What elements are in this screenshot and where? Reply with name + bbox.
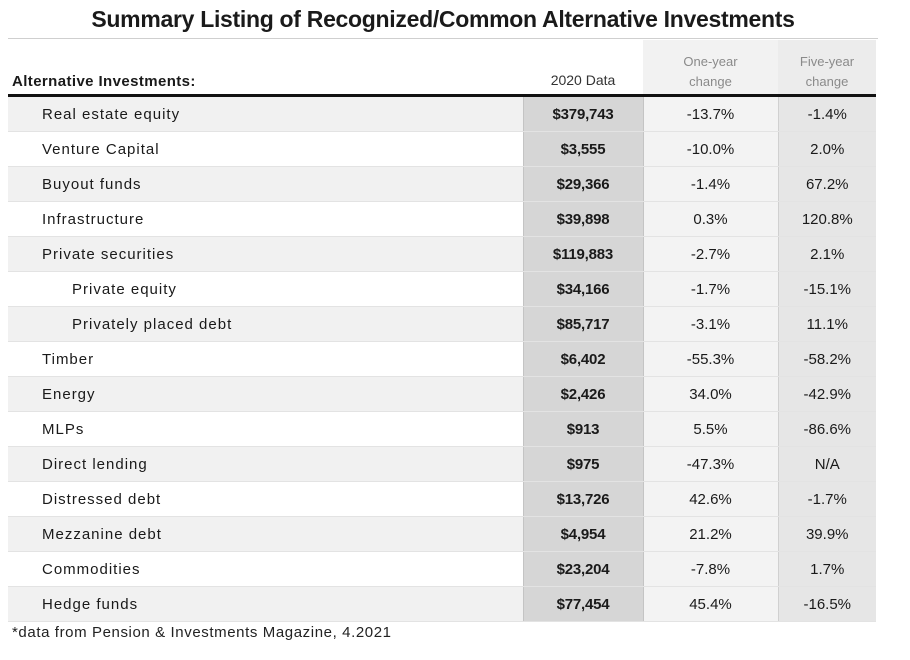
table-row: Mezzanine debt $4,954 21.2% 39.9% <box>8 516 876 552</box>
investment-name-cell: Timber <box>8 341 523 377</box>
five-year-change-cell: -1.4% <box>778 95 876 132</box>
one-year-change-cell: -55.3% <box>643 341 779 377</box>
header-one-year-line2: change <box>689 74 732 89</box>
five-year-change-cell: -16.5% <box>778 586 876 622</box>
five-year-change-cell: 39.9% <box>778 516 876 552</box>
header-row: Alternative Investments: 2020 Data One-y… <box>8 40 876 97</box>
investment-name-cell: Distressed debt <box>8 481 523 517</box>
investment-name-cell: Real estate equity <box>8 95 523 132</box>
five-year-change-cell: N/A <box>778 446 876 482</box>
investment-name-cell: Hedge funds <box>8 586 523 622</box>
investment-name-cell: Private equity <box>8 271 523 307</box>
investment-name-cell: Infrastructure <box>8 201 523 237</box>
table-row: Distressed debt $13,726 42.6% -1.7% <box>8 481 876 517</box>
value-2020-cell: $119,883 <box>522 236 644 272</box>
five-year-change-cell: 1.7% <box>778 551 876 587</box>
table-row: Hedge funds $77,454 45.4% -16.5% <box>8 586 876 622</box>
one-year-change-cell: 45.4% <box>643 586 779 622</box>
header-five-year-line2: change <box>805 74 849 89</box>
five-year-change-cell: 2.0% <box>778 131 876 167</box>
one-year-change-cell: 5.5% <box>643 411 779 447</box>
table-row: Direct lending $975 -47.3% N/A <box>8 446 876 482</box>
table-row: MLPs $913 5.5% -86.6% <box>8 411 876 447</box>
table-row: Infrastructure $39,898 0.3% 120.8% <box>8 201 876 237</box>
table-row: Buyout funds $29,366 -1.4% 67.2% <box>8 166 876 202</box>
table-title: Summary Listing of Recognized/Common Alt… <box>91 6 795 32</box>
one-year-change-cell: 0.3% <box>643 201 779 237</box>
five-year-change-cell: -86.6% <box>778 411 876 447</box>
one-year-change-cell: -47.3% <box>643 446 779 482</box>
investment-name-cell: Commodities <box>8 551 523 587</box>
table-body: Real estate equity $379,743 -13.7% -1.4% Ven… <box>8 95 876 622</box>
value-2020-cell: $23,204 <box>522 551 644 587</box>
one-year-change-cell: -13.7% <box>643 95 779 132</box>
header-one-year-line1: One-year <box>683 54 738 69</box>
one-year-change-cell: 42.6% <box>643 481 779 517</box>
one-year-change-cell: -10.0% <box>643 131 779 167</box>
investments-table: Alternative Investments: 2020 Data One-y… <box>8 40 876 622</box>
table-row: Commodities $23,204 -7.8% 1.7% <box>8 551 876 587</box>
investment-name-cell: Buyout funds <box>8 166 523 202</box>
five-year-change-cell: -42.9% <box>778 376 876 412</box>
five-year-change-cell: -15.1% <box>778 271 876 307</box>
investment-name-cell: Private securities <box>8 236 523 272</box>
header-five-year-change: Five-year change <box>778 40 876 97</box>
value-2020-cell: $6,402 <box>522 341 644 377</box>
five-year-change-cell: 120.8% <box>778 201 876 237</box>
source-footnote: *data from Pension & Investments Magazin… <box>12 624 392 641</box>
value-2020-cell: $913 <box>522 411 644 447</box>
table-row: Private securities $119,883 -2.7% 2.1% <box>8 236 876 272</box>
five-year-change-cell: 67.2% <box>778 166 876 202</box>
header-investment: Alternative Investments: <box>8 40 523 97</box>
one-year-change-cell: -1.7% <box>643 271 779 307</box>
five-year-change-cell: 2.1% <box>778 236 876 272</box>
header-five-year-line1: Five-year <box>799 54 855 69</box>
investment-name-cell: Direct lending <box>8 446 523 482</box>
one-year-change-cell: -1.4% <box>643 166 779 202</box>
value-2020-cell: $3,555 <box>522 131 644 167</box>
value-2020-cell: $77,454 <box>522 586 644 622</box>
one-year-change-cell: 21.2% <box>643 516 779 552</box>
five-year-change-cell: -1.7% <box>778 481 876 517</box>
table-row: Venture Capital $3,555 -10.0% 2.0% <box>8 131 876 167</box>
one-year-change-cell: 34.0% <box>643 376 779 412</box>
value-2020-cell: $2,426 <box>522 376 644 412</box>
value-2020-cell: $975 <box>522 446 644 482</box>
value-2020-cell: $13,726 <box>522 481 644 517</box>
table-row: Real estate equity $379,743 -13.7% -1.4% <box>8 95 876 132</box>
table-row: Privately placed debt $85,717 -3.1% 11.1% <box>8 306 876 342</box>
title-divider <box>8 38 878 39</box>
value-2020-cell: $4,954 <box>522 516 644 552</box>
value-2020-cell: $85,717 <box>522 306 644 342</box>
table-row: Energy $2,426 34.0% -42.9% <box>8 376 876 412</box>
investment-name-cell: Mezzanine debt <box>8 516 523 552</box>
five-year-change-cell: -58.2% <box>778 341 876 377</box>
header-one-year-change: One-year change <box>643 40 778 97</box>
table-header: Alternative Investments: 2020 Data One-y… <box>8 40 876 97</box>
one-year-change-cell: -7.8% <box>643 551 779 587</box>
one-year-change-cell: -3.1% <box>643 306 779 342</box>
table-row: Timber $6,402 -55.3% -58.2% <box>8 341 876 377</box>
value-2020-cell: $29,366 <box>522 166 644 202</box>
investment-name-cell: MLPs <box>8 411 523 447</box>
table-row: Private equity $34,166 -1.7% -15.1% <box>8 271 876 307</box>
investment-name-cell: Privately placed debt <box>8 306 523 342</box>
value-2020-cell: $379,743 <box>522 95 644 132</box>
investment-name-cell: Venture Capital <box>8 131 523 167</box>
one-year-change-cell: -2.7% <box>643 236 779 272</box>
value-2020-cell: $34,166 <box>522 271 644 307</box>
five-year-change-cell: 11.1% <box>778 306 876 342</box>
value-2020-cell: $39,898 <box>522 201 644 237</box>
header-2020-data: 2020 Data <box>523 40 643 97</box>
investment-name-cell: Energy <box>8 376 523 412</box>
